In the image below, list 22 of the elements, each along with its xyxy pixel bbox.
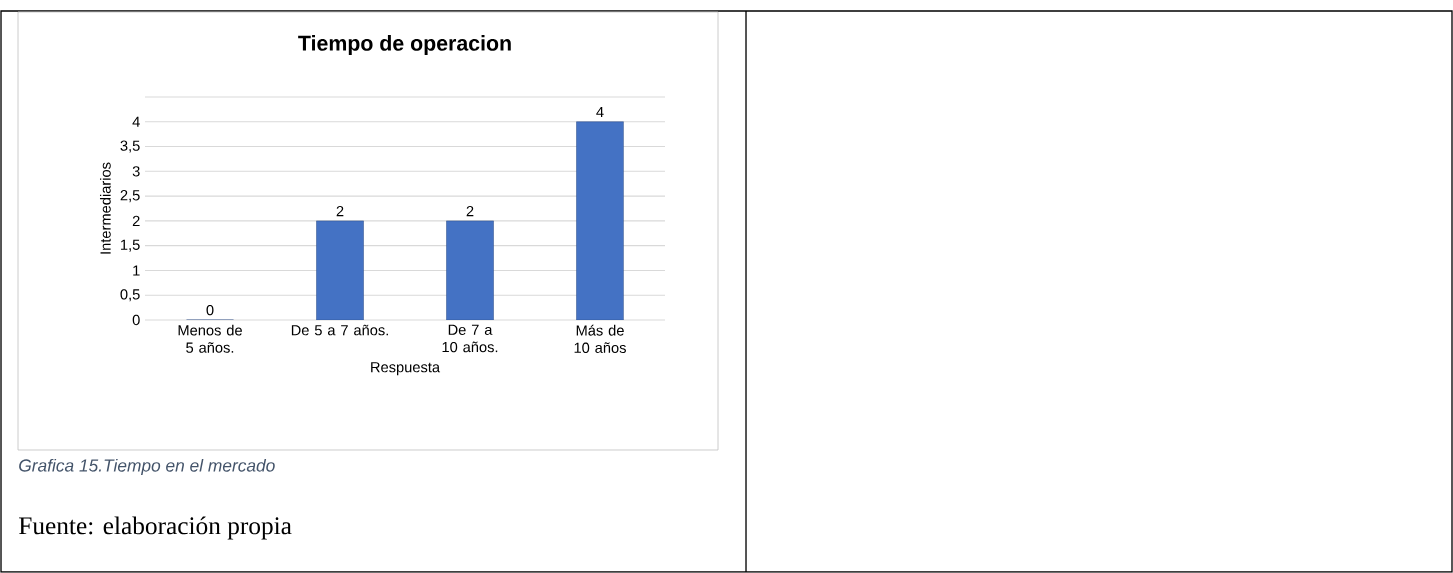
x-tick-label: De 7 a 10 años. [442, 324, 498, 353]
data-label: 2 [336, 205, 344, 217]
y-tick-label: 2 [132, 215, 140, 226]
data-label: 2 [466, 205, 474, 217]
data-label: 0 [206, 304, 214, 316]
y-tick-label: 0 [132, 314, 140, 326]
y-tick-label: 2,5 [120, 190, 140, 203]
chart-title: Tiempo de operacion [298, 35, 511, 55]
y-tick-label: 1,5 [121, 239, 140, 252]
x-tick-label: De 5 a 7 años. [291, 324, 388, 336]
y-tick-label: 1 [133, 265, 140, 276]
text: Grafica 15.Tiempo en el mercado [19, 458, 275, 476]
y-tick-label: 3 [132, 166, 140, 177]
y-tick-label: 3,5 [120, 140, 140, 153]
y-tick-label: 4 [132, 116, 140, 127]
y-axis-title: Intermediarios [99, 162, 111, 254]
y-tick-label: 0,5 [120, 289, 140, 302]
x-axis-title: Respuesta [371, 362, 441, 376]
source-note: Fuente: elaboración propia [19, 516, 292, 540]
x-tick-label: Menos de 5 años. [178, 324, 242, 353]
data-label: 4 [596, 106, 604, 118]
x-tick-label: Más de 10 años [574, 324, 626, 353]
